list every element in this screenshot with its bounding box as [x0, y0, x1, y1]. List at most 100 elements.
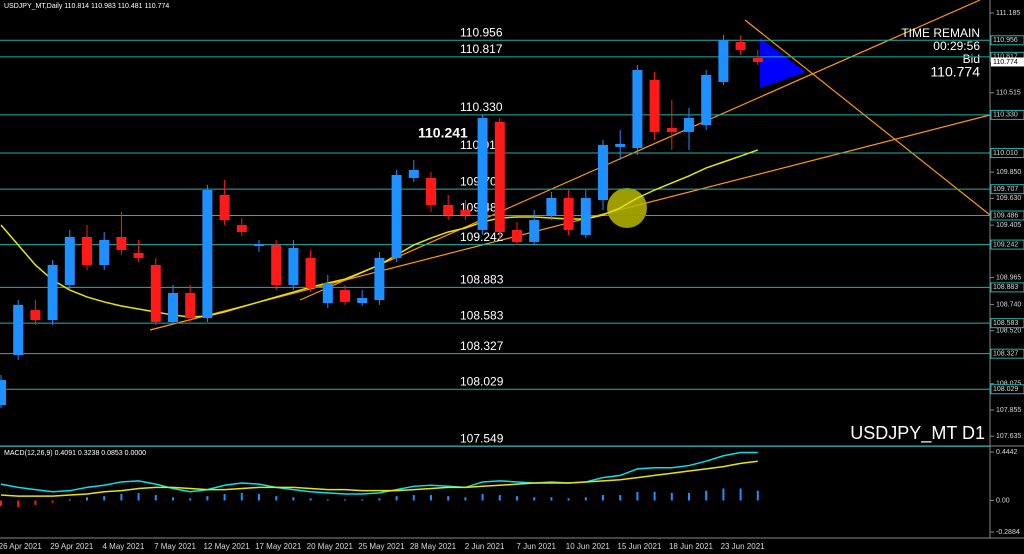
- candle-body: [615, 143, 626, 147]
- x-tick-label: 15 Jun 2021: [617, 542, 662, 551]
- level-box: [990, 184, 1024, 195]
- candle-body: [374, 257, 385, 301]
- level-label: 110.817: [460, 42, 503, 56]
- y-tick-label: 108.740: [996, 301, 1021, 308]
- candle-body: [666, 128, 677, 132]
- level-label: 107.549: [460, 432, 504, 446]
- macd-line: [0, 451, 758, 495]
- bid-title: Bid: [963, 52, 980, 66]
- y-tick-label: 107.635: [996, 433, 1021, 440]
- x-tick-label: 26 Apr 2021: [0, 542, 42, 551]
- candle-body: [598, 144, 608, 201]
- candle-body: [288, 247, 299, 286]
- level-box: [990, 109, 1024, 120]
- candle-body: [684, 117, 694, 132]
- x-tick-label: 4 May 2021: [102, 542, 144, 551]
- level-box-label: 109.486: [993, 212, 1018, 219]
- candle-body: [718, 40, 729, 82]
- level-box-label: 108.029: [993, 386, 1018, 393]
- y-tick-label: 108.075: [996, 381, 1021, 388]
- level-label: 109.242: [460, 230, 504, 244]
- candle-body: [116, 236, 127, 250]
- level-box: [990, 282, 1024, 293]
- timer-title: TIME REMAIN: [901, 26, 980, 40]
- candle-body: [460, 210, 471, 216]
- macd-tick-label: 0.00: [996, 497, 1010, 504]
- candle-body: [0, 380, 6, 406]
- candle-body: [563, 197, 574, 230]
- candle-body: [512, 229, 522, 242]
- candle-body: [150, 264, 161, 322]
- candle-body: [202, 190, 213, 319]
- macd-title: MACD(12,26,9) 0.4091 0.3238 0.0853 0.000…: [4, 450, 146, 457]
- level-box-label: 109.242: [993, 241, 1018, 248]
- candle-body: [443, 205, 454, 216]
- level-box: [990, 35, 1024, 46]
- x-tick-label: 17 May 2021: [255, 542, 302, 551]
- x-tick-label: 7 May 2021: [154, 542, 196, 551]
- candle-body: [47, 264, 58, 321]
- candle-body: [219, 195, 230, 221]
- x-tick-label: 2 Jun 2021: [465, 542, 505, 551]
- level-box: [990, 148, 1024, 159]
- x-tick-label: 18 Jun 2021: [669, 542, 714, 551]
- candle-body: [752, 58, 763, 62]
- candle-body: [322, 282, 333, 304]
- x-tick-label: 12 May 2021: [203, 542, 250, 551]
- x-tick-label: 29 Apr 2021: [50, 542, 94, 551]
- bid-box: [991, 57, 1024, 67]
- x-tick-label: 25 May 2021: [358, 542, 405, 551]
- level-box: [990, 318, 1024, 329]
- candle-body: [99, 239, 110, 265]
- candle-body: [357, 298, 368, 304]
- candle-body: [305, 257, 316, 288]
- trendline: [744, 19, 991, 216]
- level-box: [990, 210, 1024, 221]
- candle-body: [701, 74, 712, 126]
- candle-body: [82, 236, 92, 265]
- header: USDJPY_MT,Daily 110.814 110.983 110.481 …: [4, 3, 169, 10]
- y-tick-label: 110.515: [996, 90, 1021, 97]
- symbol-label: USDJPY_MT D1: [850, 423, 985, 444]
- y-tick-label: 109.850: [996, 169, 1021, 176]
- highlight-circle: [607, 188, 647, 228]
- level-label: 110.330: [460, 100, 503, 114]
- bid-value: 110.774: [930, 64, 980, 80]
- candle-body: [391, 174, 402, 258]
- y-tick-label: 107.855: [996, 407, 1021, 414]
- candle-body: [271, 244, 282, 286]
- candle-body: [426, 177, 436, 206]
- candle-body: [408, 169, 419, 178]
- level-label: 110.956: [460, 25, 503, 39]
- y-tick-label: 111.185: [996, 10, 1020, 17]
- level-box-label: 110.010: [993, 150, 1018, 157]
- level-box: [990, 384, 1024, 395]
- macd-tick-label: 0.4442: [996, 449, 1018, 456]
- candle-body: [185, 293, 196, 319]
- candle-body: [30, 310, 41, 321]
- level-label: 108.029: [460, 374, 504, 388]
- timer-value: 00:29:56: [933, 39, 980, 53]
- level-box: [990, 348, 1024, 359]
- candle-body: [529, 220, 540, 242]
- candle-body: [546, 197, 557, 216]
- candle-body: [477, 117, 488, 230]
- level-box-label: 108.583: [993, 320, 1018, 327]
- x-tick-label: 20 May 2021: [307, 542, 354, 551]
- y-tick-label: 109.630: [996, 195, 1021, 202]
- x-tick-label: 7 Jun 2021: [516, 542, 556, 551]
- candle-body: [168, 293, 178, 322]
- level-box-label: 108.327: [993, 351, 1018, 358]
- level-label: 108.327: [460, 339, 504, 353]
- candle-body: [632, 69, 643, 149]
- projection-triangle: [760, 38, 806, 88]
- level-label: 108.883: [460, 273, 504, 287]
- x-tick-label: 28 May 2021: [410, 542, 457, 551]
- level-box-label: 109.707: [993, 186, 1018, 193]
- candle-body: [254, 244, 264, 247]
- level-box-label: 110.956: [993, 37, 1018, 44]
- candle-body: [236, 225, 247, 232]
- candle-body: [494, 121, 505, 232]
